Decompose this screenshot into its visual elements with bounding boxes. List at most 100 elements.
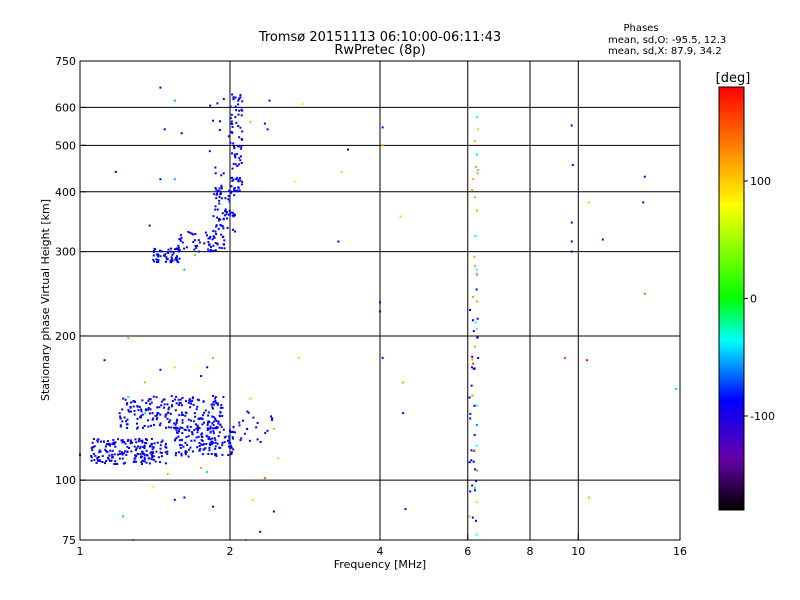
data-point xyxy=(130,450,133,453)
data-point xyxy=(181,396,184,399)
data-point xyxy=(147,399,150,402)
data-point xyxy=(206,424,209,426)
data-point xyxy=(178,404,181,406)
data-point xyxy=(168,421,171,424)
data-point xyxy=(123,461,126,464)
data-point xyxy=(237,113,240,116)
data-point xyxy=(127,408,130,411)
data-point xyxy=(232,215,235,218)
data-point xyxy=(145,442,148,444)
data-point xyxy=(219,406,222,409)
data-point xyxy=(219,423,222,426)
data-point xyxy=(193,439,196,442)
data-point xyxy=(232,426,235,429)
data-point xyxy=(200,467,203,469)
data-point xyxy=(174,258,177,261)
data-point xyxy=(221,212,224,215)
data-point xyxy=(475,273,478,276)
data-point xyxy=(192,450,194,453)
data-point xyxy=(129,406,132,409)
data-point xyxy=(149,398,152,401)
data-point xyxy=(189,446,192,449)
data-point xyxy=(150,451,153,454)
data-point xyxy=(237,186,240,189)
data-point xyxy=(152,452,154,455)
data-point xyxy=(184,453,187,456)
data-point xyxy=(208,421,211,424)
data-point xyxy=(186,444,189,447)
data-point xyxy=(232,96,235,99)
data-point xyxy=(198,399,200,402)
data-point xyxy=(207,438,210,440)
data-point xyxy=(147,408,150,411)
data-point xyxy=(205,443,208,445)
data-point xyxy=(195,408,198,411)
data-point xyxy=(237,125,240,127)
data-point xyxy=(203,443,205,446)
data-point xyxy=(147,425,150,428)
data-point xyxy=(119,415,122,418)
data-point xyxy=(134,438,137,441)
data-point xyxy=(192,420,195,423)
data-point xyxy=(110,459,113,462)
data-point xyxy=(238,136,241,139)
data-point xyxy=(219,190,222,193)
data-point xyxy=(119,424,122,427)
data-point xyxy=(215,225,218,228)
data-point xyxy=(164,462,167,465)
data-point xyxy=(475,501,478,504)
data-point xyxy=(404,508,407,511)
data-point xyxy=(221,453,224,456)
data-point xyxy=(252,416,255,419)
data-point xyxy=(90,455,93,457)
data-point xyxy=(142,452,144,455)
data-point xyxy=(152,446,155,449)
data-point xyxy=(381,356,384,359)
data-point xyxy=(106,440,109,443)
colorbar-tick-label: 0 xyxy=(750,293,757,306)
data-point xyxy=(160,455,163,458)
data-point xyxy=(134,401,136,403)
data-point xyxy=(195,427,198,430)
data-point xyxy=(199,447,202,450)
data-point xyxy=(92,452,95,455)
data-point xyxy=(239,159,242,162)
data-point xyxy=(165,446,168,449)
data-point xyxy=(249,397,252,400)
data-point xyxy=(181,241,184,244)
data-point xyxy=(109,449,112,452)
data-point xyxy=(143,447,146,450)
data-point xyxy=(570,250,573,253)
data-point xyxy=(218,217,220,220)
data-point xyxy=(227,454,230,456)
data-point xyxy=(259,441,262,443)
data-point xyxy=(193,239,196,242)
x-axis-label: Frequency [MHz] xyxy=(334,558,426,571)
data-point xyxy=(218,446,221,449)
data-point xyxy=(381,126,384,129)
data-point xyxy=(136,427,139,430)
data-point xyxy=(124,398,127,401)
data-point xyxy=(170,259,173,262)
data-point xyxy=(180,454,183,457)
y-tick-label: 300 xyxy=(55,246,76,259)
data-point xyxy=(216,442,219,445)
data-point xyxy=(476,469,479,472)
data-point xyxy=(266,429,269,432)
data-point xyxy=(185,411,188,414)
data-point xyxy=(218,414,221,417)
y-tick-label: 500 xyxy=(55,139,76,152)
data-point xyxy=(214,439,217,442)
data-point xyxy=(167,411,170,414)
data-point xyxy=(147,407,150,409)
data-point xyxy=(184,414,187,417)
data-point xyxy=(108,454,111,457)
data-point xyxy=(173,426,175,429)
data-point xyxy=(469,490,472,493)
data-point xyxy=(141,463,143,465)
data-point xyxy=(152,258,155,261)
data-point xyxy=(109,444,112,447)
data-point xyxy=(141,450,144,453)
data-point xyxy=(177,398,180,401)
